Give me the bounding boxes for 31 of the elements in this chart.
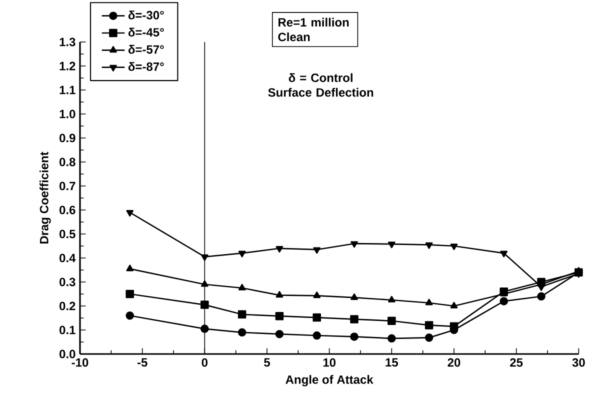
legend-label: δ=-30° [128,10,164,20]
x-tick-label: -5 [137,358,148,367]
text: Re=1 million Clean [278,18,349,42]
y-tick-label: 0.3 [60,278,76,286]
legend-label: δ=-87° [128,62,164,71]
y-tick-label: 0.9 [60,134,76,142]
y-tick-label: 0.6 [60,206,76,214]
y-tick-label: 0.0 [60,350,76,358]
y-tick-label: 1.0 [60,110,76,118]
legend-label: δ=-45° [128,28,164,37]
x-tick-label: 15 [386,358,398,367]
x-tick-label: 25 [510,358,523,367]
x-tick-label: 0 [202,358,208,367]
y-tick-label: 0.7 [60,182,76,190]
x-tick-label: -10 [72,358,88,367]
legend-label: δ=-57° [128,44,164,54]
y-tick-label: 1.2 [60,62,76,70]
y-tick-label: 0.2 [60,302,76,310]
x-tick-label: 5 [264,358,270,367]
y-tick-label: 1.3 [60,38,76,46]
x-tick-label: 10 [323,358,336,367]
x-tick-label: 30 [572,358,585,367]
y-tick-label: 0.4 [60,254,76,262]
x-tick-label: 20 [448,358,460,367]
y-tick-label: 0.8 [60,158,76,166]
annotation: δ = Control Surface Deflection [268,73,374,97]
y-tick-label: 0.1 [60,326,76,334]
y-tick-label: 0.5 [60,230,76,238]
x-axis-title: Angle of Attack [286,375,374,386]
y-tick-label: 1.1 [60,86,76,94]
y-axis-title: Drag Coefficient [40,152,51,244]
